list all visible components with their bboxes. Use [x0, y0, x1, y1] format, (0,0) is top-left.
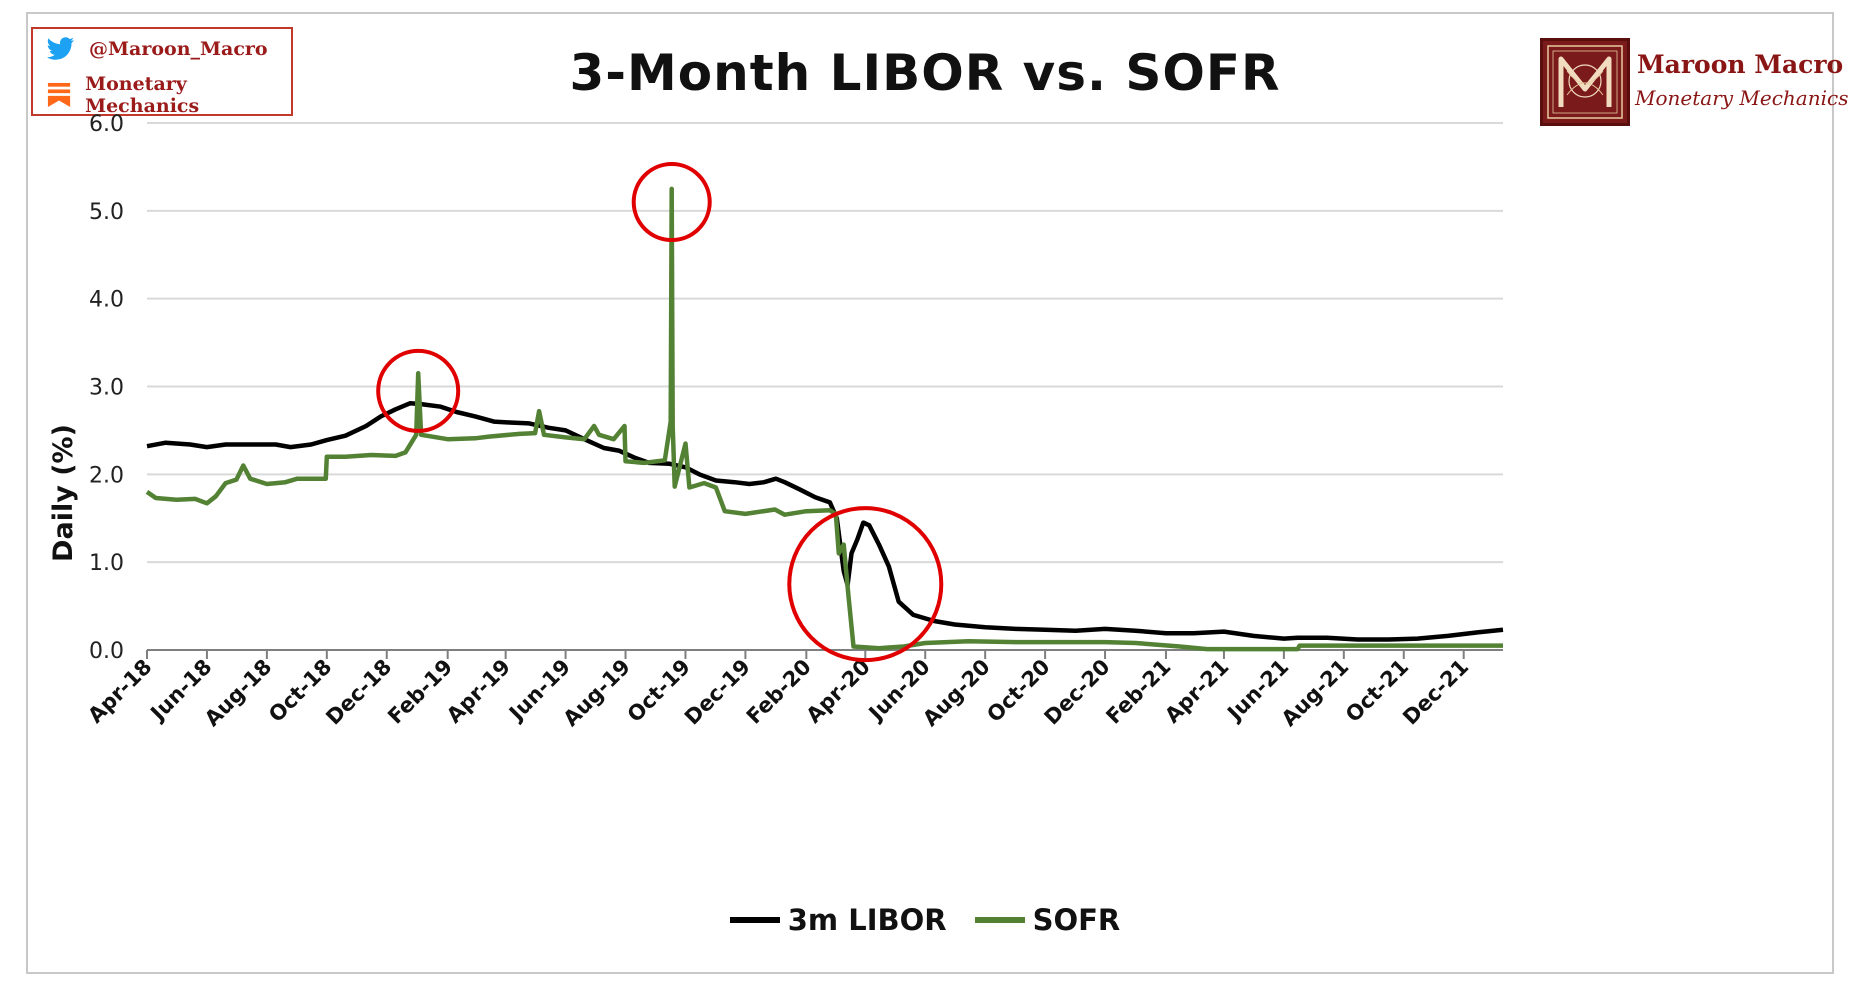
x-tick-label: Aug-19 — [559, 655, 636, 732]
substack-icon — [47, 82, 71, 108]
x-tick-label: Aug-20 — [918, 655, 995, 732]
x-tick-label: Feb-19 — [383, 655, 457, 729]
y-tick-label: 1.0 — [89, 551, 124, 576]
y-tick-label: 0.0 — [89, 639, 124, 664]
annotation-circle — [376, 348, 461, 433]
substack-row[interactable]: Monetary Mechanics — [47, 73, 291, 117]
x-tick-label: Dec-20 — [1040, 655, 1115, 730]
x-tick-label: Aug-18 — [200, 655, 277, 732]
series-line-sofr — [145, 186, 1503, 652]
legend-swatch-sofr — [974, 917, 1025, 923]
annotation-circle — [631, 162, 712, 243]
x-tick-label: Apr-20 — [802, 655, 875, 728]
x-tick-label: Dec-21 — [1398, 655, 1473, 730]
legend-label-libor: 3m LIBOR — [787, 903, 947, 937]
series-lines — [145, 186, 1504, 652]
x-axis-ticks: Apr-18Jun-18Aug-18Oct-18Dec-18Feb-19Apr-… — [83, 650, 1473, 731]
legend-item-libor[interactable]: 3m LIBOR — [729, 903, 947, 937]
social-badge: @Maroon_Macro Monetary Mechanics — [31, 27, 293, 117]
legend-item-sofr[interactable]: SOFR — [974, 903, 1121, 937]
annotation-circle — [787, 506, 944, 663]
y-axis-ticks: 0.0 1.0 2.0 3.0 4.0 5.0 6.0 — [89, 112, 124, 664]
legend-swatch-libor — [729, 917, 780, 923]
x-tick-label: Dec-18 — [321, 655, 396, 730]
y-tick-label: 4.0 — [89, 288, 124, 313]
x-tick-label: Apr-21 — [1160, 655, 1233, 728]
y-tick-label: 3.0 — [89, 376, 124, 401]
y-tick-label: 2.0 — [89, 463, 124, 488]
series-line-libor — [146, 400, 1504, 642]
twitter-bird-icon — [47, 37, 74, 60]
x-tick-label: Dec-19 — [680, 655, 755, 730]
twitter-handle: @Maroon_Macro — [89, 38, 268, 60]
annotation-circles — [376, 162, 944, 663]
y-tick-label: 5.0 — [89, 200, 124, 225]
legend-label-sofr: SOFR — [1032, 903, 1121, 937]
y-axis-label: Daily (%) — [48, 424, 79, 562]
brand-subtitle: Monetary Mechanics — [1635, 86, 1849, 110]
maroon-macro-monogram-icon — [1540, 38, 1630, 126]
brand-name: Maroon Macro — [1637, 50, 1844, 79]
x-tick-label: Feb-20 — [742, 655, 816, 729]
gridlines — [147, 122, 1503, 564]
chart-frame — [26, 12, 1834, 974]
x-tick-label: Apr-19 — [442, 655, 515, 728]
legend: 3m LIBOR SOFR — [0, 903, 1850, 937]
x-tick-label: Aug-21 — [1277, 655, 1354, 732]
chart-title: 3-Month LIBOR vs. SOFR — [569, 44, 1281, 102]
x-tick-label: Apr-18 — [83, 655, 156, 728]
twitter-row[interactable]: @Maroon_Macro — [47, 37, 268, 61]
substack-name: Monetary Mechanics — [85, 73, 200, 117]
y-tick-label: 6.0 — [89, 112, 124, 137]
x-tick-label: Feb-21 — [1101, 655, 1175, 729]
